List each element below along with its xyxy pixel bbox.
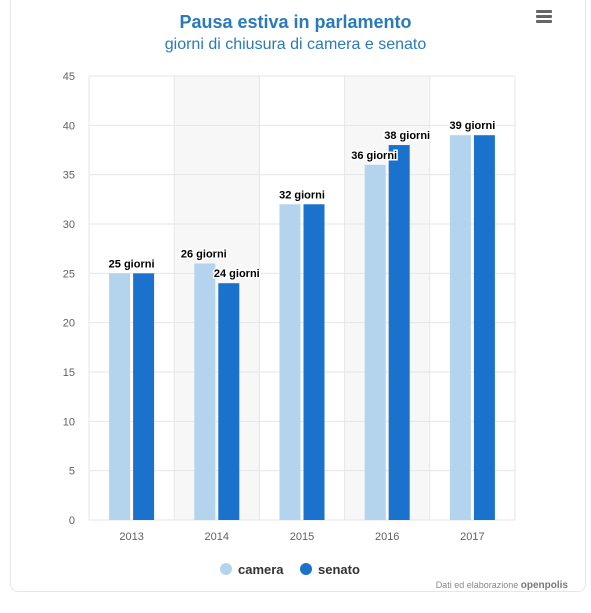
x-tick-label: 2016 [375, 531, 399, 543]
bar-senato-2015 [303, 204, 325, 520]
y-tick-label: 20 [63, 318, 75, 330]
data-label: 38 giorni [384, 130, 430, 142]
data-label: 36 giorni [351, 150, 397, 162]
legend-marker-camera [220, 563, 232, 575]
x-tick-label: 2014 [205, 531, 229, 543]
bar-senato-2014 [218, 283, 240, 520]
y-tick-label: 30 [63, 219, 75, 231]
bar-camera-2014 [194, 263, 216, 520]
chart-subtitle: giorni di chiusura di camera e senato [164, 36, 427, 53]
bar-camera-2013 [109, 273, 131, 520]
data-label: 32 giorni [279, 189, 325, 201]
bar-camera-2016 [364, 164, 386, 521]
chart-title: Pausa estiva in parlamento [179, 12, 412, 32]
credits[interactable]: Dati ed elaborazione openpolis [436, 580, 568, 591]
y-tick-label: 5 [69, 466, 75, 478]
bar-senato-2016 [388, 145, 410, 521]
y-tick-label: 40 [63, 120, 75, 132]
y-tick-label: 45 [63, 71, 75, 83]
data-label: 26 giorni [181, 248, 227, 260]
data-label: 39 giorni [449, 120, 495, 132]
data-label: 25 giorni [109, 258, 155, 270]
bar-camera-2017 [449, 135, 471, 520]
y-tick-label: 0 [69, 515, 75, 527]
x-tick-label: 2017 [460, 531, 484, 543]
x-tick-label: 2015 [290, 531, 314, 543]
bar-senato-2017 [473, 135, 495, 520]
bar-camera-2015 [279, 204, 301, 520]
bar-senato-2013 [133, 273, 155, 520]
plot-band [174, 76, 260, 520]
x-tick-label: 2013 [119, 531, 143, 543]
legend-marker-senato [300, 563, 312, 575]
credits-prefix: Dati ed elaborazione [435, 580, 519, 590]
plot-band [344, 76, 430, 520]
legend-label-senato[interactable]: senato [318, 562, 360, 577]
chart-container [10, 0, 586, 592]
legend-label-camera[interactable]: camera [238, 562, 284, 577]
data-label: 24 giorni [214, 268, 260, 280]
y-tick-label: 10 [63, 416, 75, 428]
y-tick-label: 25 [63, 268, 75, 280]
hamburger-menu-icon[interactable] [533, 9, 555, 27]
credits-brand: openpolis [520, 580, 568, 591]
y-tick-label: 35 [63, 170, 75, 182]
y-tick-label: 15 [63, 367, 75, 379]
